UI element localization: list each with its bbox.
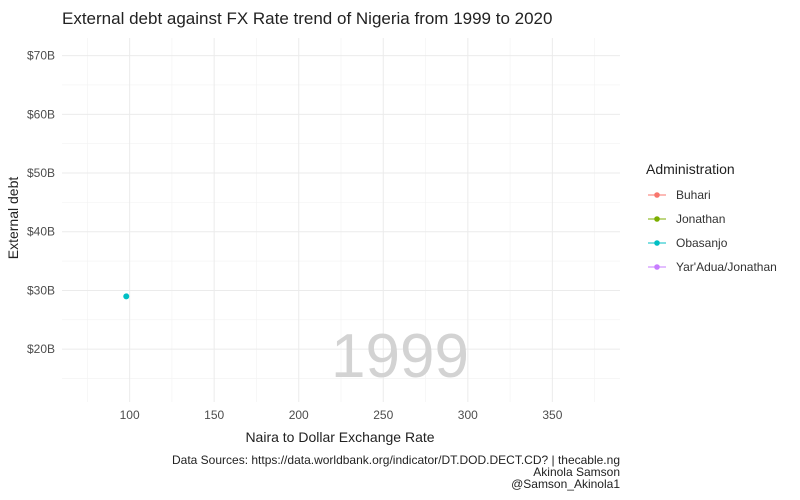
legend-key-point — [654, 216, 660, 222]
x-axis-label: Naira to Dollar Exchange Rate — [245, 429, 434, 445]
year-watermark: 1999 — [331, 322, 469, 391]
caption-source: Data Sources: https://data.worldbank.org… — [172, 453, 620, 467]
caption: Data Sources: https://data.worldbank.org… — [172, 453, 620, 491]
caption-author: Akinola Samson — [533, 465, 620, 479]
legend-title: Administration — [646, 161, 735, 177]
caption-handle: @Samson_Akinola1 — [511, 477, 620, 491]
legend-key-point — [654, 192, 660, 198]
legend-key-point — [654, 240, 660, 246]
y-tick-label: $20B — [27, 342, 55, 356]
y-tick-label: $60B — [27, 107, 55, 121]
x-tick-label: 250 — [373, 408, 393, 422]
y-axis-label: External debt — [5, 177, 21, 260]
data-points — [123, 293, 130, 300]
y-axis-ticks: $20B $30B $40B $50B $60B $70B — [27, 49, 55, 357]
grid — [62, 38, 620, 402]
legend-entry-label: Yar'Adua/Jonathan — [676, 260, 777, 274]
x-tick-label: 300 — [458, 408, 478, 422]
legend-entry-label: Jonathan — [676, 212, 725, 226]
y-tick-label: $30B — [27, 283, 55, 297]
y-tick-label: $50B — [27, 166, 55, 180]
x-tick-label: 200 — [289, 408, 309, 422]
legend-entry-label: Obasanjo — [676, 236, 728, 250]
x-tick-label: 100 — [120, 408, 140, 422]
x-axis-ticks: 100 150 200 250 300 350 — [120, 408, 563, 422]
data-point — [123, 293, 130, 300]
y-tick-label: $40B — [27, 225, 55, 239]
legend: Administration Buhari Jonathan Obasanjo Yar… — [646, 161, 777, 274]
x-tick-label: 150 — [204, 408, 224, 422]
legend-key-point — [654, 264, 660, 270]
legend-entry-label: Buhari — [676, 188, 711, 202]
x-tick-label: 350 — [542, 408, 562, 422]
y-tick-label: $70B — [27, 49, 55, 63]
chart-title: External debt against FX Rate trend of N… — [62, 9, 552, 28]
